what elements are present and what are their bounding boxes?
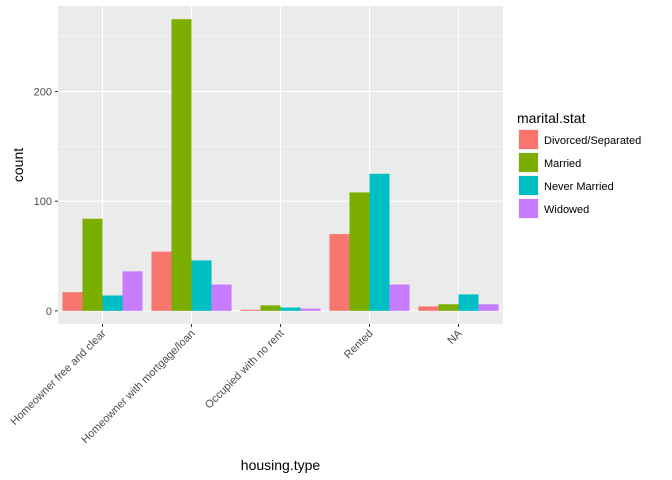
bar-married	[82, 218, 103, 311]
x-tick-label: NA	[445, 327, 465, 347]
bar-divorced-separated	[62, 292, 83, 311]
bar-married	[171, 19, 192, 311]
x-tick-label: Rented	[342, 328, 376, 362]
bars	[62, 19, 499, 311]
x-tick-label: Occupied with no rent	[203, 328, 287, 412]
y-tick-label: 0	[46, 306, 52, 318]
bar-never-married	[102, 295, 123, 311]
y-axis-title: count	[10, 148, 26, 182]
bar-married	[349, 192, 370, 311]
bar-widowed	[211, 284, 232, 311]
bar-never-married	[458, 294, 479, 311]
legend-swatch	[519, 199, 538, 218]
legend-swatch	[519, 176, 538, 195]
legend: marital.stat Divorced/Separated Married Ne…	[517, 110, 641, 219]
y-tick-label: 200	[34, 87, 52, 99]
bar-widowed	[122, 271, 143, 311]
x-axis-title: housing.type	[241, 457, 321, 473]
bar-never-married	[191, 260, 212, 311]
bar-divorced-separated	[329, 234, 350, 311]
legend-label: Married	[544, 158, 581, 170]
legend-title: marital.stat	[517, 110, 586, 126]
bar-never-married	[369, 173, 390, 311]
bar-divorced-separated	[418, 306, 439, 311]
x-tick-label: Homeowner free and clear	[8, 327, 108, 427]
legend-label: Widowed	[544, 204, 589, 216]
y-tick-label: 100	[34, 196, 52, 208]
bar-divorced-separated	[240, 309, 261, 311]
bar-never-married	[280, 307, 301, 311]
bar-married	[438, 304, 459, 311]
bar-divorced-separated	[151, 251, 172, 311]
legend-label: Never Married	[544, 181, 614, 193]
legend-label: Divorced/Separated	[544, 135, 641, 147]
bar-widowed	[478, 304, 499, 311]
bar-widowed	[300, 308, 321, 311]
y-axis-ticks: 0 100 200	[34, 87, 58, 318]
legend-swatch	[519, 130, 538, 149]
legend-swatch	[519, 153, 538, 172]
bar-widowed	[389, 284, 410, 311]
bar-married	[260, 305, 281, 311]
